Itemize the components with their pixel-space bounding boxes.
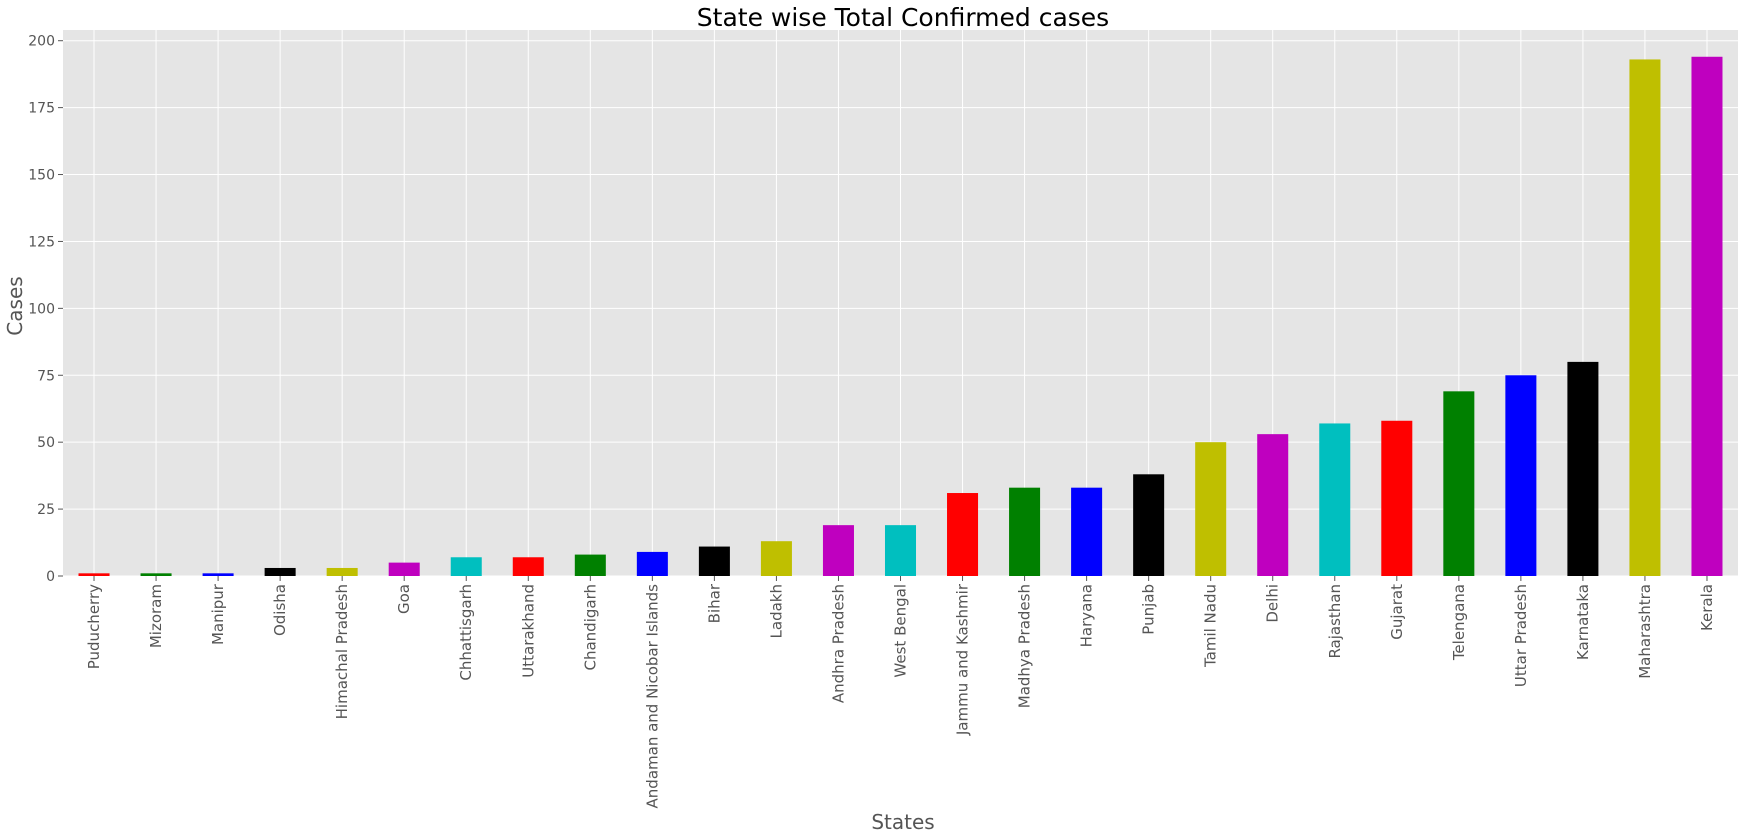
y-tick-label: 100 bbox=[28, 301, 55, 317]
bar bbox=[1133, 474, 1165, 576]
x-tick-label: Chandigarh bbox=[581, 584, 599, 671]
x-tick-label: Goa bbox=[395, 584, 413, 614]
y-tick-label: 0 bbox=[46, 569, 55, 585]
bar bbox=[326, 567, 358, 576]
bar bbox=[636, 551, 668, 576]
x-tick-label: Puducherry bbox=[85, 584, 103, 669]
x-tick-label: Jammu and Kashmir bbox=[954, 583, 972, 736]
x-tick-label: Karnataka bbox=[1574, 584, 1592, 660]
bar bbox=[512, 557, 544, 576]
bar bbox=[1257, 434, 1289, 576]
bar bbox=[1567, 361, 1599, 576]
bar bbox=[1629, 59, 1661, 577]
x-tick-label: Tamil Nadu bbox=[1202, 584, 1220, 668]
bar bbox=[450, 557, 482, 576]
bar bbox=[760, 541, 792, 576]
x-tick-label: Maharashtra bbox=[1636, 584, 1654, 679]
x-tick-label: Bihar bbox=[705, 583, 723, 623]
x-tick-label: Kerala bbox=[1698, 584, 1716, 631]
x-tick-label: Rajasthan bbox=[1326, 584, 1344, 659]
chart-title: State wise Total Confirmed cases bbox=[697, 3, 1109, 32]
bar bbox=[1381, 420, 1413, 576]
x-tick-label: Haryana bbox=[1078, 584, 1096, 647]
bar bbox=[140, 573, 172, 576]
x-tick-label: Gujarat bbox=[1388, 584, 1406, 640]
bar bbox=[1009, 487, 1041, 576]
y-axis-ticks: 0 25 50 75 100 125 150 175 200 bbox=[28, 34, 63, 585]
y-tick-label: 75 bbox=[37, 368, 55, 384]
x-tick-label: Odisha bbox=[271, 584, 289, 636]
bar bbox=[1691, 56, 1723, 576]
x-tick-label: Madhya Pradesh bbox=[1016, 584, 1034, 708]
y-tick-label: 175 bbox=[28, 101, 55, 117]
bar bbox=[264, 567, 296, 576]
y-axis-label: Cases bbox=[3, 276, 27, 335]
x-tick-label: West Bengal bbox=[892, 584, 910, 678]
x-tick-label: Manipur bbox=[209, 583, 227, 645]
bar bbox=[1071, 487, 1103, 576]
bar bbox=[1319, 423, 1351, 576]
x-tick-label: Delhi bbox=[1264, 584, 1282, 623]
x-tick-label: Telengana bbox=[1450, 584, 1468, 661]
x-tick-label: Chhattisgarh bbox=[457, 584, 475, 681]
bar bbox=[1443, 391, 1475, 576]
x-tick-label: Punjab bbox=[1140, 584, 1158, 635]
y-tick-label: 125 bbox=[28, 234, 55, 250]
bar bbox=[822, 525, 854, 576]
bar bbox=[78, 573, 110, 576]
x-tick-label: Andhra Pradesh bbox=[829, 584, 847, 703]
y-tick-label: 200 bbox=[28, 34, 55, 50]
bar bbox=[884, 525, 917, 576]
bar bbox=[698, 546, 730, 576]
y-tick-label: 25 bbox=[37, 502, 55, 518]
y-tick-label: 150 bbox=[28, 168, 55, 184]
x-axis-ticks: Puducherry Mizoram Manipur Odisha Himachal P… bbox=[85, 576, 1716, 808]
x-tick-label: Ladakh bbox=[767, 584, 785, 638]
bar bbox=[574, 554, 606, 576]
x-tick-label: Himachal Pradesh bbox=[333, 584, 351, 719]
y-tick-label: 50 bbox=[37, 435, 55, 451]
bar bbox=[1195, 442, 1227, 576]
bar bbox=[388, 562, 420, 576]
bar bbox=[1505, 375, 1537, 576]
x-axis-label: States bbox=[871, 810, 934, 834]
x-tick-label: Mizoram bbox=[147, 584, 165, 648]
x-tick-label: Uttar Pradesh bbox=[1512, 584, 1530, 687]
bars bbox=[78, 56, 1723, 577]
x-tick-label: Andaman and Nicobar Islands bbox=[643, 584, 661, 809]
bar bbox=[202, 573, 234, 576]
x-tick-label: Uttarakhand bbox=[519, 584, 537, 678]
bar bbox=[947, 493, 979, 576]
